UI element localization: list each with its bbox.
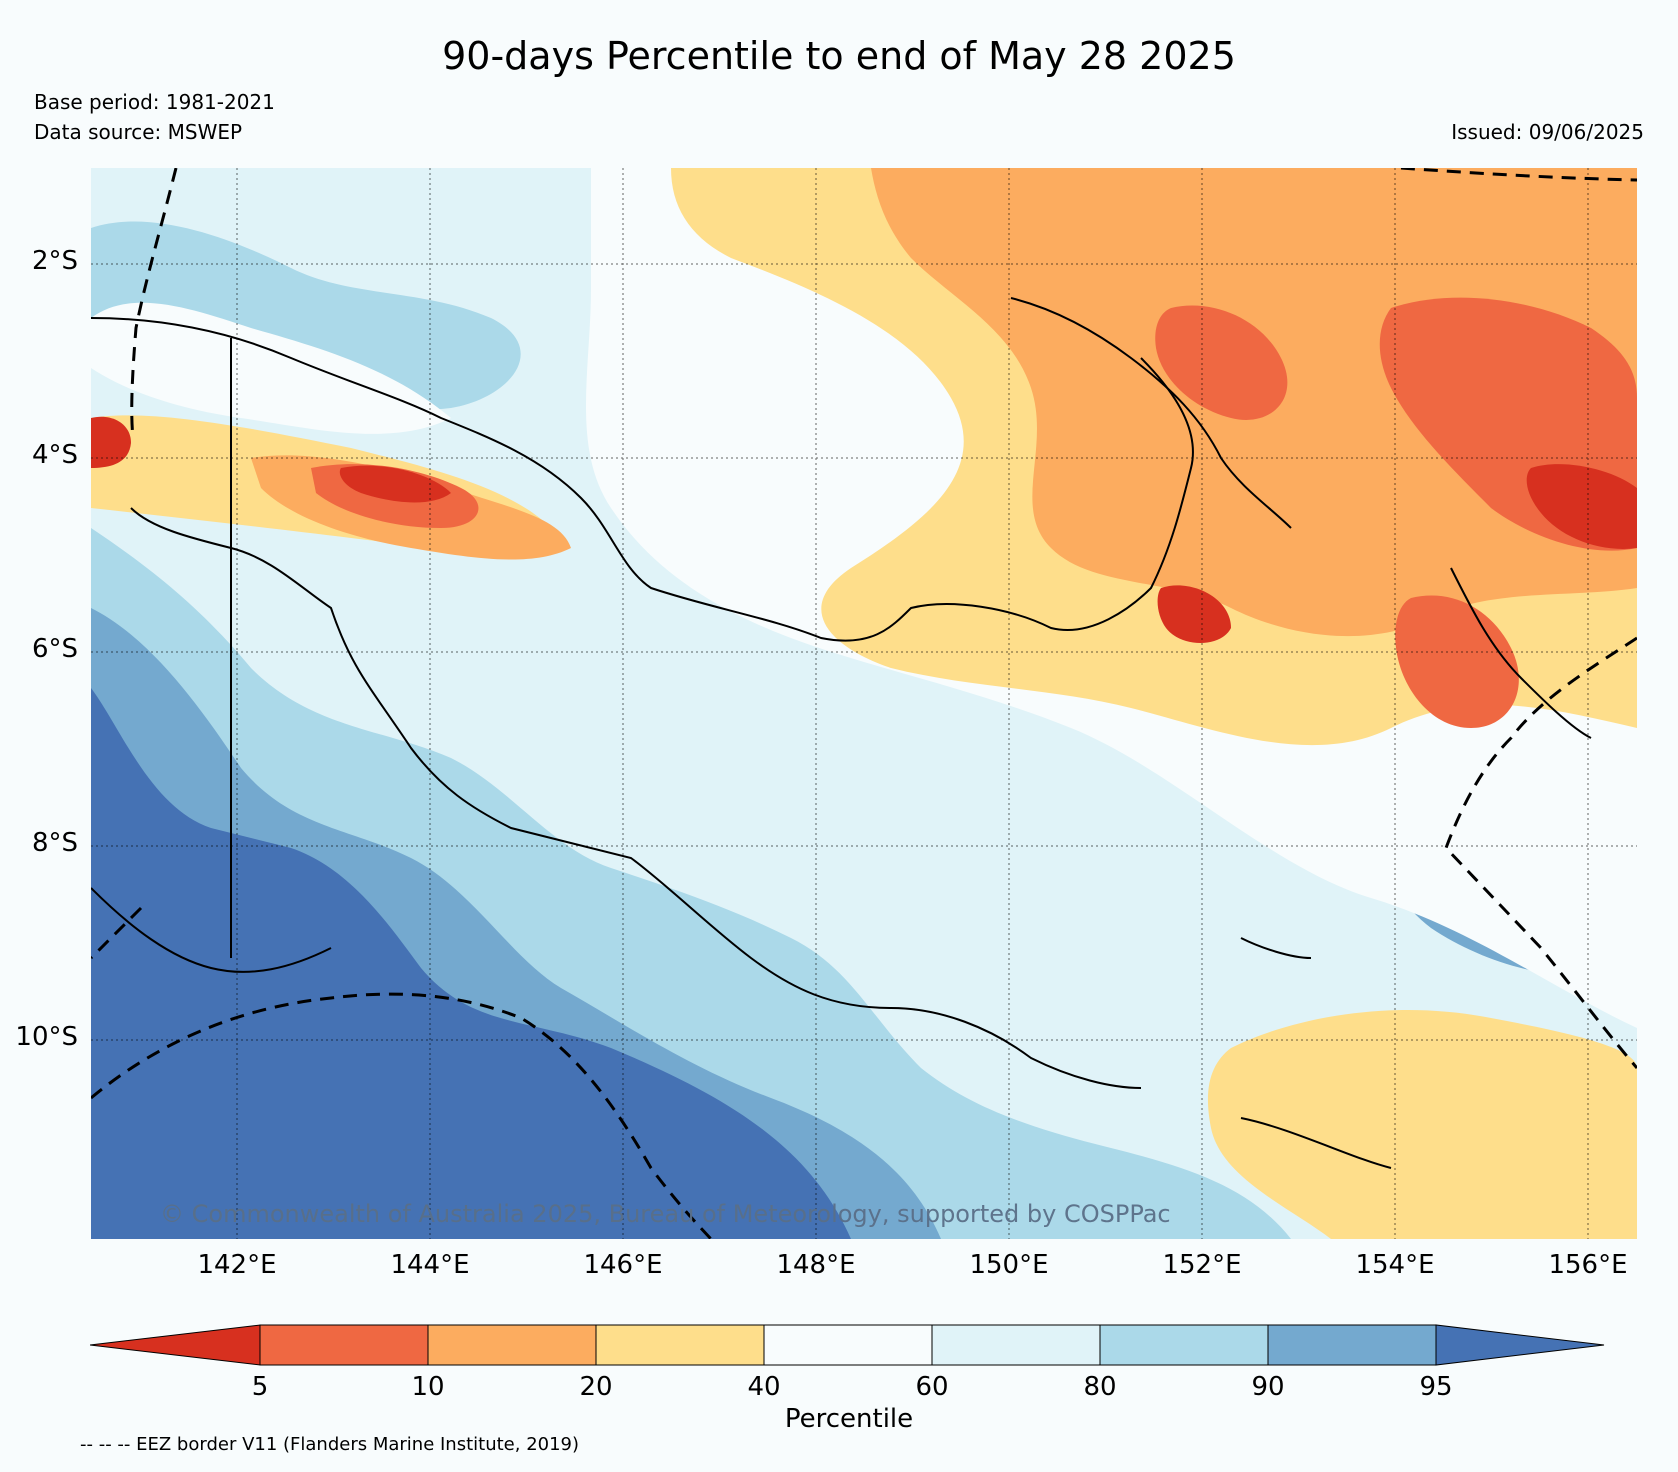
colorbar-swatch-40-60	[763, 1324, 933, 1366]
percentile-map	[91, 168, 1637, 1239]
lat-label: 2°S	[31, 246, 78, 276]
colorbar-tick: 20	[579, 1372, 613, 1402]
eez-border-note: -- -- -- EEZ border V11 (Flanders Marine…	[80, 1434, 580, 1455]
coastlines	[91, 297, 1592, 1169]
region-below-5-west	[339, 465, 451, 503]
colorbar-swatch-20-40	[595, 1324, 765, 1366]
lon-label: 146°E	[583, 1250, 663, 1280]
colorbar-swatch-60-80	[931, 1324, 1101, 1366]
region-5-10-east	[1395, 595, 1519, 728]
colorbar-tick: 5	[251, 1372, 269, 1402]
colorbar-tick: 90	[1251, 1372, 1285, 1402]
colorbar-swatch-80-90	[1099, 1324, 1269, 1366]
lon-label: 156°E	[1548, 1250, 1628, 1280]
region-40-60-west	[91, 302, 451, 434]
colorbar-swatch-90-95	[1267, 1324, 1437, 1366]
lat-label: 6°S	[31, 634, 78, 664]
colorbar-label: Percentile	[784, 1404, 914, 1434]
lon-label: 150°E	[969, 1250, 1049, 1280]
lat-label: 8°S	[31, 828, 78, 858]
colorbar-tick: 40	[747, 1372, 781, 1402]
colorbar-extend-high	[1435, 1324, 1605, 1366]
colorbar-extend-low	[90, 1324, 261, 1366]
colorbar-tick: 80	[1083, 1372, 1117, 1402]
region-below-5	[1526, 464, 1637, 549]
base-period: Base period: 1981-2021	[34, 90, 275, 114]
colorbar-tick: 95	[1419, 1372, 1453, 1402]
lon-label: 144°E	[390, 1250, 470, 1280]
copyright-notice: © Commonwealth of Australia 2025, Bureau…	[160, 1200, 1171, 1228]
lat-label: 10°S	[15, 1022, 78, 1052]
lon-label: 142°E	[197, 1250, 277, 1280]
colorbar-swatch-10-20	[427, 1324, 597, 1366]
map-title: 90-days Percentile to end of May 28 2025	[442, 34, 1236, 78]
lon-label: 154°E	[1355, 1250, 1435, 1280]
lat-label: 4°S	[31, 440, 78, 470]
colorbar-swatch-5-10	[259, 1324, 429, 1366]
map-area	[91, 168, 1637, 1239]
graticule	[91, 168, 1637, 1239]
data-source: Data source: MSWEP	[34, 120, 243, 144]
region-5-10-mid	[1155, 305, 1288, 420]
lon-label: 148°E	[776, 1250, 856, 1280]
eez-borders	[91, 168, 1637, 1239]
colorbar-tick: 10	[411, 1372, 445, 1402]
region-20-40-south	[1207, 1009, 1637, 1239]
issued-date: Issued: 09/06/2025	[1451, 120, 1644, 144]
lon-label: 152°E	[1162, 1250, 1242, 1280]
colorbar	[90, 1324, 1605, 1366]
region-below-5-mid	[1157, 585, 1231, 643]
colorbar-tick: 60	[915, 1372, 949, 1402]
region-below-5-far-west	[91, 416, 131, 468]
